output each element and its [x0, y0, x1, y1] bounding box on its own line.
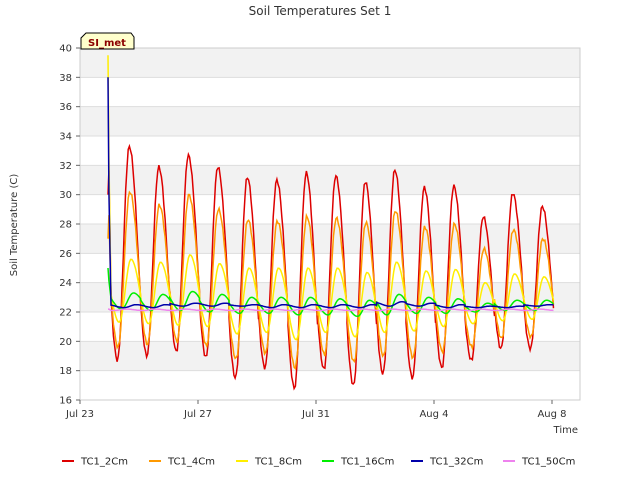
- series-line-tc1-32cm: [107, 77, 554, 309]
- legend-label: TC1_8Cm: [254, 457, 302, 468]
- legend-label: TC1_32Cm: [429, 457, 483, 468]
- x-tick-label: Aug 4: [419, 409, 448, 420]
- y-tick-label: 28: [59, 220, 72, 231]
- y-axis-ticks: 16 18 20 22 24 26 28 30 32 34 36 38 40: [59, 44, 80, 407]
- legend: TC1_2Cm TC1_4Cm TC1_8Cm TC1_16Cm TC1_32Cm TC1…: [62, 457, 575, 468]
- x-tick-label: Aug 8: [537, 409, 566, 420]
- y-tick-label: 18: [59, 366, 72, 377]
- legend-label: TC1_16Cm: [340, 457, 394, 468]
- x-tick-label: Jul 27: [183, 409, 212, 420]
- legend-label: TC1_4Cm: [167, 457, 215, 468]
- series-line-tc1-8cm: [107, 55, 555, 341]
- y-tick-label: 20: [59, 337, 72, 348]
- x-tick-label: Jul 23: [65, 409, 94, 420]
- x-axis-ticks: Jul 23 Jul 27 Jul 31 Aug 4 Aug 8: [65, 400, 567, 420]
- y-tick-label: 26: [59, 249, 72, 260]
- series-line-tc1-4cm: [107, 190, 555, 371]
- series-line-tc1-2cm: [107, 143, 555, 391]
- series-line-tc1-50cm: [108, 308, 554, 312]
- legend-label: TC1_50Cm: [521, 457, 575, 468]
- x-axis-label: Time: [553, 425, 578, 436]
- chart-title: Soil Temperatures Set 1: [249, 4, 392, 18]
- series-lines: [107, 55, 555, 391]
- y-tick-label: 32: [59, 161, 72, 172]
- legend-label: TC1_2Cm: [80, 457, 128, 468]
- y-tick-label: 16: [59, 396, 72, 407]
- y-tick-label: 40: [59, 44, 72, 55]
- y-tick-label: 38: [59, 73, 72, 84]
- site-label-box: SI_met: [80, 32, 135, 50]
- y-tick-label: 36: [59, 102, 72, 113]
- site-label: SI_met: [88, 38, 126, 49]
- y-tick-label: 24: [59, 278, 72, 289]
- y-tick-label: 34: [59, 132, 72, 143]
- y-tick-label: 30: [59, 190, 72, 201]
- y-tick-label: 22: [59, 308, 72, 319]
- y-axis-label: Soil Temperature (C): [9, 174, 20, 277]
- x-tick-label: Jul 31: [301, 409, 330, 420]
